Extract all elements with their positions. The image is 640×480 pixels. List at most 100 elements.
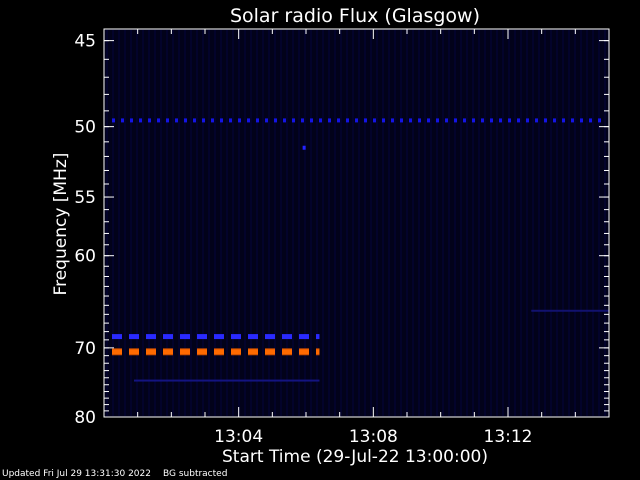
x-axis-ticks: 13:04 13:08 13:12 [137,29,576,447]
band-segment [220,118,223,123]
time-stripe [394,30,396,416]
time-stripe [382,30,384,416]
time-stripe [238,30,240,416]
band-segment [373,118,376,123]
time-stripe [400,30,402,416]
time-stripes [106,30,606,416]
band-segment [146,349,156,355]
band-segment [299,334,309,340]
time-stripe [112,30,114,416]
band-segment [282,334,292,340]
time-stripe [244,30,246,416]
band-segment [328,118,331,123]
band-segment [256,118,259,123]
band-segment [180,349,190,355]
time-stripe [172,30,174,416]
time-stripe [568,30,570,416]
time-stripe [256,30,258,416]
time-stripe [550,30,552,416]
time-stripe [598,30,600,416]
band-segment [535,118,538,123]
band-segment [157,118,160,123]
time-stripe [226,30,228,416]
time-stripe [436,30,438,416]
y-axis-label: Frequency [MHz] [51,153,71,296]
time-stripe [154,30,156,416]
band-segment [499,118,502,123]
time-stripe [502,30,504,416]
band-segment [445,118,448,123]
time-stripe [418,30,420,416]
band-segment [391,118,394,123]
time-stripe [208,30,210,416]
band-segment [248,349,258,355]
band-segment [553,118,556,123]
time-stripe [358,30,360,416]
band-segment [211,118,214,123]
band-segment [112,118,115,123]
time-stripe [604,30,606,416]
time-stripe [484,30,486,416]
band-49-6mhz [112,118,601,123]
time-stripe [526,30,528,416]
time-stripe [292,30,294,416]
y-axis-ticks: 45 50 55 60 70 80 [74,32,609,428]
time-stripe [490,30,492,416]
time-stripe [460,30,462,416]
time-stripe [376,30,378,416]
band-68-6mhz [112,334,320,340]
band-segment [163,334,173,340]
processing-note: BG subtracted [162,469,228,479]
time-stripe [220,30,222,416]
time-stripe [322,30,324,416]
x-tick-label: 13:12 [484,427,533,447]
band-70-5mhz [112,348,320,356]
time-stripe [298,30,300,416]
time-stripe [274,30,276,416]
time-stripe [232,30,234,416]
time-stripe [586,30,588,416]
band-segment [490,118,493,123]
time-stripe [370,30,372,416]
band-segment [231,349,241,355]
band-segment [214,349,224,355]
time-stripe [196,30,198,416]
band-segment [121,118,124,123]
time-stripe [388,30,390,416]
time-stripe [454,30,456,416]
band-segment [598,118,601,123]
band-segment [248,334,258,340]
time-stripe [448,30,450,416]
band-segment [589,118,592,123]
band-segment [382,118,385,123]
band-51-4mhz [302,145,306,150]
band-segment [163,349,173,355]
time-stripe [160,30,162,416]
band-segment [571,118,574,123]
time-stripe [262,30,264,416]
band-segment [129,349,139,355]
band-segment [454,118,457,123]
band-segment [247,118,250,123]
time-stripe [214,30,216,416]
band-segment [184,118,187,123]
time-stripe [142,30,144,416]
band-segment [562,118,565,123]
time-stripe [580,30,582,416]
y-tick-label: 60 [74,247,96,267]
band-segment [355,118,358,123]
y-tick-label: 45 [74,32,96,52]
band-segment [463,118,466,123]
band-segment [436,118,439,123]
emission-features [112,118,609,382]
band-segment [112,349,122,355]
band-segment [197,334,207,340]
time-stripe [280,30,282,416]
time-stripe [562,30,564,416]
band-segment [472,118,475,123]
band-segment [175,118,178,123]
time-stripe [304,30,306,416]
time-stripe [544,30,546,416]
time-stripe [286,30,288,416]
